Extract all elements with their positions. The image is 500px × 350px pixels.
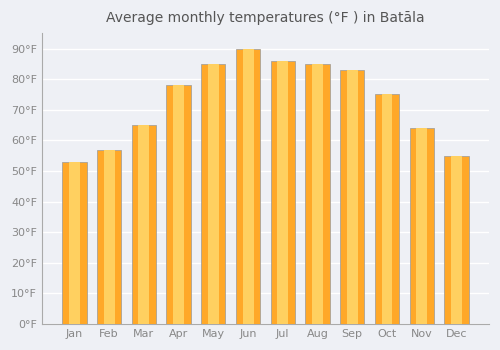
Bar: [242, 49, 254, 324]
Bar: [138, 125, 149, 324]
Bar: [306, 64, 330, 324]
Bar: [97, 149, 122, 324]
Bar: [201, 64, 226, 324]
Bar: [416, 128, 427, 324]
Bar: [166, 85, 191, 324]
Bar: [410, 128, 434, 324]
Bar: [132, 125, 156, 324]
Bar: [375, 94, 399, 324]
Bar: [104, 149, 115, 324]
Bar: [69, 162, 80, 324]
Bar: [451, 156, 462, 324]
Title: Average monthly temperatures (°F ) in Batāla: Average monthly temperatures (°F ) in Ba…: [106, 11, 424, 25]
Bar: [62, 162, 86, 324]
Bar: [340, 70, 364, 324]
Bar: [312, 64, 323, 324]
Bar: [208, 64, 219, 324]
Bar: [278, 61, 288, 324]
Bar: [444, 156, 468, 324]
Bar: [382, 94, 392, 324]
Bar: [236, 49, 260, 324]
Bar: [347, 70, 358, 324]
Bar: [270, 61, 295, 324]
Bar: [173, 85, 184, 324]
